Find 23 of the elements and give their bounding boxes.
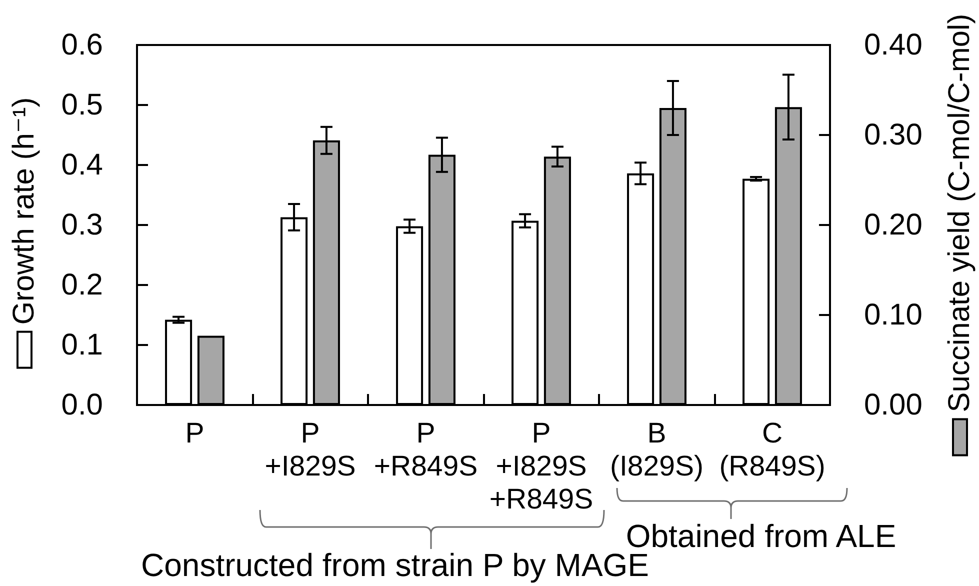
x-tick-label: P xyxy=(185,418,204,450)
y-tick-label: 0.3 xyxy=(61,208,103,242)
x-tick-label: P +I829S +R849S xyxy=(489,418,594,516)
y2-axis-title: Succinate yield (C-mol/C-mol) xyxy=(943,14,977,412)
y2-tick-label: 0.20 xyxy=(864,208,922,242)
y2-tick-label: 0.40 xyxy=(864,28,922,62)
y-axis-title: Growth rate (h⁻¹) xyxy=(6,97,42,325)
x-tick-label: P +I829S xyxy=(264,418,356,482)
y-tick-label: 0.1 xyxy=(61,328,103,362)
y-tick-label: 0.4 xyxy=(61,148,103,182)
bar xyxy=(197,336,224,405)
bar xyxy=(742,178,770,405)
bar xyxy=(165,320,192,405)
x-tick-label: P +R849S xyxy=(374,418,478,482)
x-tick-label: B (I829S) xyxy=(610,418,704,482)
y-tick-label: 0.0 xyxy=(61,388,103,422)
y-tick-label: 0.5 xyxy=(61,88,103,122)
y2-tick-label: 0.10 xyxy=(864,298,922,332)
y-tick-label: 0.6 xyxy=(61,28,103,62)
y2-tick-label: 0.30 xyxy=(864,118,922,152)
y2-tick-label: 0.00 xyxy=(864,388,922,422)
x-tick-label: C (R849S) xyxy=(719,418,826,482)
y-tick-label: 0.2 xyxy=(61,268,103,302)
